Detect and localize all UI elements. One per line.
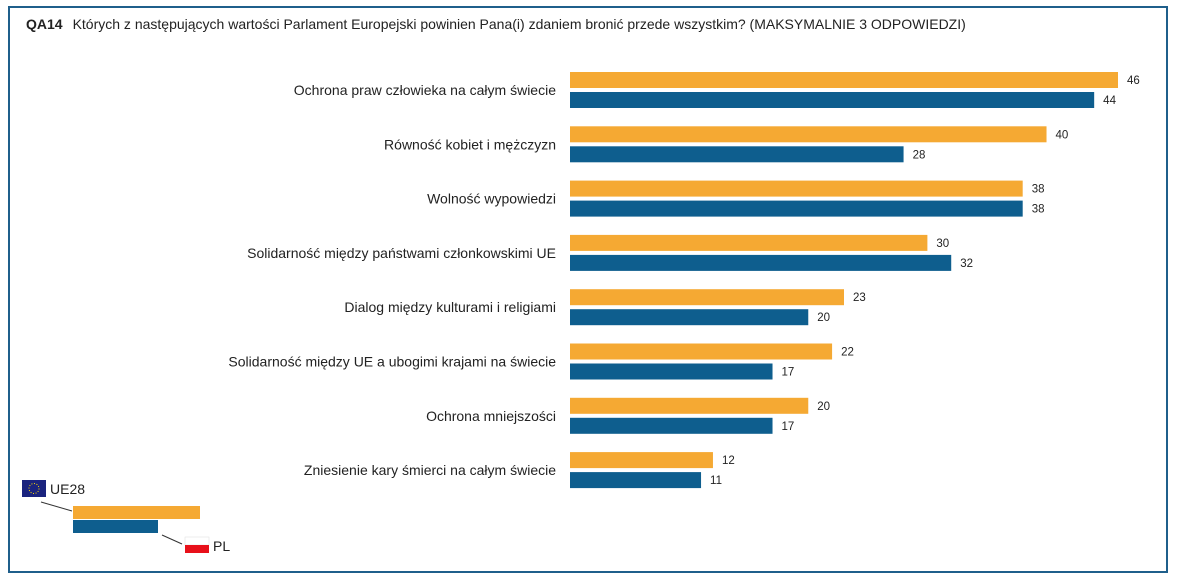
category-label: Dialog między kulturami i religiami	[344, 299, 556, 315]
legend-label-ue28: UE28	[50, 481, 85, 497]
bar-ue28	[570, 72, 1118, 88]
bar-pl	[570, 254, 952, 271]
legend-swatch-pl	[73, 520, 158, 533]
category-label: Zniesienie kary śmierci na całym świecie	[304, 462, 556, 478]
data-label-pl: 32	[960, 258, 973, 270]
data-label-ue28: 38	[1032, 184, 1045, 196]
question-code: QA14	[26, 16, 63, 32]
bar-ue28	[570, 397, 809, 414]
category-label: Solidarność między państwami członkowski…	[247, 245, 556, 261]
bar-pl	[570, 309, 809, 326]
bar-ue28	[570, 289, 844, 306]
category-label: Ochrona mniejszości	[426, 408, 556, 424]
data-label-pl: 11	[710, 475, 722, 487]
chart-title: QA14 Których z następujących wartości Par…	[26, 16, 966, 32]
data-label-pl: 17	[782, 367, 795, 379]
bar-pl	[570, 200, 1023, 217]
bar-pl	[570, 472, 702, 489]
data-label-ue28: 22	[841, 347, 854, 359]
data-label-ue28: 12	[722, 455, 735, 467]
data-label-ue28: 46	[1127, 75, 1140, 87]
data-label-pl: 38	[1032, 204, 1045, 216]
data-label-ue28: 40	[1056, 129, 1069, 141]
eu-flag-icon	[22, 480, 46, 497]
bar-ue28	[570, 126, 1047, 143]
data-label-pl: 44	[1103, 95, 1116, 107]
bar-pl	[570, 146, 904, 163]
legend-label-pl: PL	[213, 538, 230, 554]
question-text: Których z następujących wartości Parlame…	[72, 16, 966, 32]
category-label: Wolność wypowiedzi	[427, 191, 556, 207]
data-label-ue28: 20	[817, 401, 830, 413]
category-label: Równość kobiet i mężczyzn	[384, 136, 556, 152]
data-label-ue28: 23	[853, 292, 866, 304]
eu-stars-icon	[28, 483, 40, 494]
bar-ue28	[570, 234, 928, 251]
category-label: Solidarność między UE a ubogimi krajami …	[228, 354, 556, 370]
legend: UE28 PL	[22, 480, 230, 554]
legend-swatch-ue28	[73, 506, 200, 519]
bar-ue28	[570, 343, 833, 360]
bar-pl	[570, 363, 773, 380]
bar-ue28	[570, 452, 713, 469]
bar-pl	[570, 92, 1095, 108]
data-label-pl: 17	[782, 421, 795, 433]
bar-pl	[570, 417, 773, 434]
data-label-pl: 20	[817, 312, 830, 324]
data-label-ue28: 30	[936, 238, 949, 250]
bar-ue28	[570, 180, 1023, 197]
category-label: Ochrona praw człowieka na całym świecie	[294, 82, 556, 98]
data-label-pl: 28	[913, 149, 926, 161]
pl-flag-icon	[184, 536, 210, 546]
